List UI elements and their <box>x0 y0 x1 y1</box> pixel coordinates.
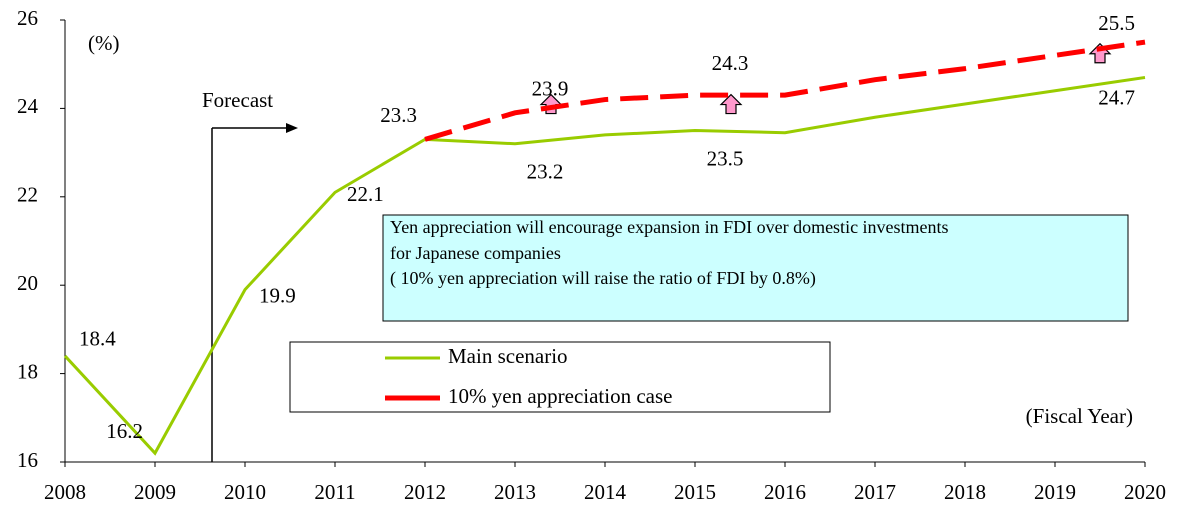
series-line <box>424 39 1146 142</box>
x-tick-label: 2014 <box>584 480 627 504</box>
x-tick-label: 2008 <box>44 480 86 504</box>
legend-label: Main scenario <box>448 344 568 368</box>
x-tick-label: 2009 <box>134 480 176 504</box>
data-label: 25.5 <box>1098 11 1135 35</box>
data-label: 23.9 <box>532 77 569 101</box>
x-tick-label: 2011 <box>314 480 355 504</box>
y-tick-label: 24 <box>17 94 39 118</box>
annotation-line: Yen appreciation will encourage expansio… <box>390 217 949 237</box>
data-label: 23.3 <box>380 103 417 127</box>
x-tick-label: 2018 <box>944 480 986 504</box>
x-tick-label: 2012 <box>404 480 446 504</box>
x-tick-label: 2020 <box>1124 480 1166 504</box>
x-tick-label: 2010 <box>224 480 266 504</box>
data-label: 24.7 <box>1098 85 1135 109</box>
x-tick-label: 2015 <box>674 480 716 504</box>
y-tick-label: 26 <box>17 6 38 30</box>
forecast-marker <box>211 123 298 462</box>
data-label: 19.9 <box>259 283 296 307</box>
x-tick-label: 2013 <box>494 480 536 504</box>
y-axis-label: (%) <box>88 31 119 55</box>
y-tick-label: 20 <box>17 271 38 295</box>
legend-box <box>289 341 831 413</box>
y-tick-label: 22 <box>17 183 38 207</box>
annotation-line: ( 10% yen appreciation will raise the ra… <box>390 268 816 289</box>
forecast-label: Forecast <box>202 88 273 112</box>
up-arrow <box>719 93 743 115</box>
x-tick-label: 2019 <box>1034 480 1076 504</box>
data-label: 22.1 <box>347 182 384 206</box>
annotation-box <box>382 214 1129 322</box>
y-tick-label: 18 <box>17 359 38 383</box>
data-label: 24.3 <box>712 51 749 75</box>
data-label: 23.5 <box>707 146 744 170</box>
legend-label: 10% yen appreciation case <box>448 384 672 408</box>
data-label: 18.4 <box>79 327 116 351</box>
x-tick-label: 2016 <box>764 480 806 504</box>
x-axis-label: (Fiscal Year) <box>1026 404 1133 428</box>
y-tick-label: 16 <box>17 448 38 472</box>
data-label: 16.2 <box>106 419 143 443</box>
annotation-line: for Japanese companies <box>390 243 561 263</box>
x-tick-label: 2017 <box>854 480 896 504</box>
series-line <box>63 75 1146 456</box>
data-label: 23.2 <box>527 160 564 184</box>
